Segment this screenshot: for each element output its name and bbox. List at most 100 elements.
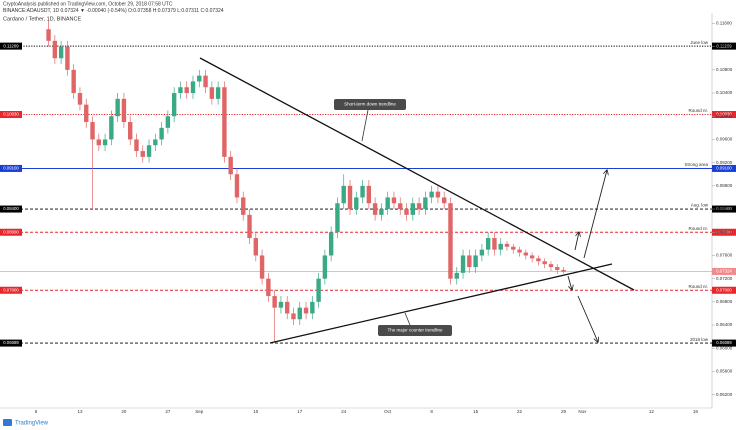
candle-body: [316, 278, 321, 302]
price-tag: [0, 286, 22, 294]
x-tick-label: 6: [35, 409, 38, 414]
candle-body: [542, 261, 547, 265]
candle-body: [498, 243, 503, 250]
candle-body: [360, 185, 365, 198]
candle-body: [153, 139, 158, 146]
y-tick-label: 0.10400: [716, 90, 733, 95]
annotation-box: [378, 325, 452, 336]
candle-body: [561, 269, 566, 272]
candle-body: [121, 98, 127, 123]
y-tick-label: 0.11600: [716, 21, 732, 26]
candle-body: [523, 252, 529, 256]
y-tick-label: 0.08400: [716, 206, 733, 211]
price-tag-label: 0.09100: [3, 166, 19, 171]
price-tag: [0, 339, 22, 347]
level-name: 2018 low: [690, 337, 709, 342]
candle-body: [473, 255, 478, 268]
level-name: Strong area: [684, 162, 708, 167]
scenario-arrow: [567, 275, 572, 290]
level-name: Aug. low: [691, 203, 709, 208]
candle-body: [485, 238, 491, 250]
candle-body: [77, 93, 83, 105]
candle-body: [442, 197, 447, 204]
candle-body: [467, 255, 472, 268]
price-tag: [712, 205, 736, 213]
candle-body: [423, 197, 428, 210]
price-tag: [712, 164, 736, 172]
price-tag: [0, 111, 22, 119]
scenario-arrow: [577, 295, 598, 342]
candle-body: [52, 40, 58, 59]
price-tag-label: 0.08000: [716, 229, 732, 234]
price-tag-label: 0.07000: [3, 287, 19, 292]
candle-body: [548, 264, 554, 268]
x-tick-label: 12: [649, 409, 655, 414]
level-name: Round nr.: [688, 108, 708, 113]
candle-body: [410, 203, 415, 215]
candle-body: [448, 203, 453, 279]
candle-body: [109, 116, 114, 140]
price-tag: [0, 205, 22, 213]
price-tag-label: 0.09100: [716, 166, 732, 171]
x-tick-label: 10: [253, 409, 259, 414]
annotation: The major counter trendline: [387, 328, 443, 333]
scenario-arrow: [583, 170, 607, 259]
level-name: Round nr.: [688, 284, 708, 289]
annotation: Short-term down trendline: [344, 102, 396, 107]
y-tick-label: 0.07200: [716, 276, 733, 281]
price-tag-label: 0.10030: [716, 112, 732, 117]
y-tick-label: 0.06000: [716, 345, 733, 350]
price-tag: [712, 339, 736, 347]
candle-body: [228, 156, 233, 175]
price-tag: [0, 164, 22, 172]
x-tick-label: 27: [165, 409, 171, 414]
y-tick-label: 0.10000: [716, 113, 733, 118]
chart-title: Cardano / Tether, 1D, BINANCE: [3, 16, 81, 22]
candle-body: [285, 301, 290, 314]
candle-body: [341, 185, 346, 204]
x-tick-label: 8: [430, 409, 433, 414]
annotation-pointer: [404, 312, 411, 326]
candle-body: [65, 46, 70, 70]
y-tick-label: 0.05600: [716, 369, 733, 374]
candle-body: [96, 139, 101, 146]
candle-body: [511, 246, 516, 250]
y-tick-label: 0.09200: [716, 160, 733, 165]
candle-body: [536, 258, 541, 262]
candle-body: [215, 87, 221, 99]
y-tick-label: 0.06800: [716, 299, 733, 304]
candle-body: [429, 191, 434, 198]
y-tick-label: 0.11200: [716, 44, 732, 49]
candle-body: [146, 145, 152, 157]
candle-body: [460, 255, 466, 273]
y-tick-label: 0.05200: [716, 392, 733, 397]
price-tag-label: 0.06089: [3, 340, 19, 345]
counter-trendline: [269, 263, 613, 344]
candle-body: [328, 232, 334, 256]
price-tag: [712, 111, 736, 119]
brand: TradingView: [15, 421, 49, 427]
candle-body: [391, 197, 397, 204]
candle-body: [165, 116, 171, 128]
x-tick-label: Sep: [195, 409, 204, 414]
candle-body: [203, 75, 208, 88]
price-tag-label: 0.11209: [3, 43, 19, 48]
price-tag-label: 0.06089: [716, 340, 732, 345]
price-tag: [712, 42, 736, 50]
level-name: Round nr.: [688, 226, 708, 231]
candle-body: [259, 255, 265, 279]
candle-body: [272, 296, 277, 308]
candle-body: [140, 151, 145, 157]
candle-body: [504, 243, 510, 247]
y-tick-label: 0.10800: [716, 67, 733, 72]
candle-body: [529, 255, 535, 259]
candle-body: [84, 104, 89, 123]
candle-body: [128, 122, 133, 140]
candle-body: [197, 75, 202, 82]
annotation-pointer: [361, 109, 369, 142]
candle-body: [291, 313, 296, 320]
candle-body: [190, 81, 196, 94]
x-tick-label: 20: [121, 409, 127, 414]
publisher: CryptoAnalysis published on TradingView.…: [3, 1, 173, 7]
